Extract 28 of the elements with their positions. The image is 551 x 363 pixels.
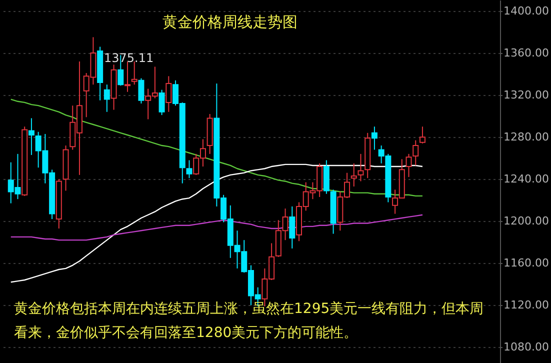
candlestick	[28, 118, 34, 156]
candlestick	[186, 160, 192, 179]
candlestick	[350, 162, 357, 187]
y-tick-label: 1320.00	[504, 88, 549, 102]
text: 黄金价格周线走势图	[162, 13, 298, 31]
annotation: 看来，金价似乎不会有回落至1280美元下方的可能性。	[14, 325, 358, 341]
candlestick	[412, 140, 419, 166]
line-series	[10, 98, 424, 197]
candlestick	[104, 84, 110, 112]
candlestick	[289, 206, 296, 249]
y-tick-label: 1280.00	[504, 130, 549, 144]
candlestick	[166, 76, 172, 112]
y-tick-label: 1360.00	[504, 46, 549, 60]
y-tick-label: 1200.00	[504, 214, 549, 228]
y-tick-label: 1240.00	[504, 172, 549, 186]
y-tick-label: 1160.00	[504, 256, 549, 270]
y-tick-label: 1120.00	[504, 298, 549, 312]
y-tick-label: 1080.00	[504, 340, 549, 354]
y-tick-label: 1400.00	[504, 4, 549, 18]
candlestick	[138, 78, 144, 104]
candlestick	[358, 153, 364, 182]
candlestick	[131, 60, 138, 86]
candlestick	[124, 60, 130, 92]
candlestick	[371, 126, 378, 150]
candlestick	[419, 126, 426, 144]
annotation: 黄金价格包括本周在内连续五周上涨，虽然在1295美元一线有阻力，但本周	[14, 301, 484, 317]
candlestick	[158, 89, 165, 116]
candlestick	[406, 153, 412, 178]
